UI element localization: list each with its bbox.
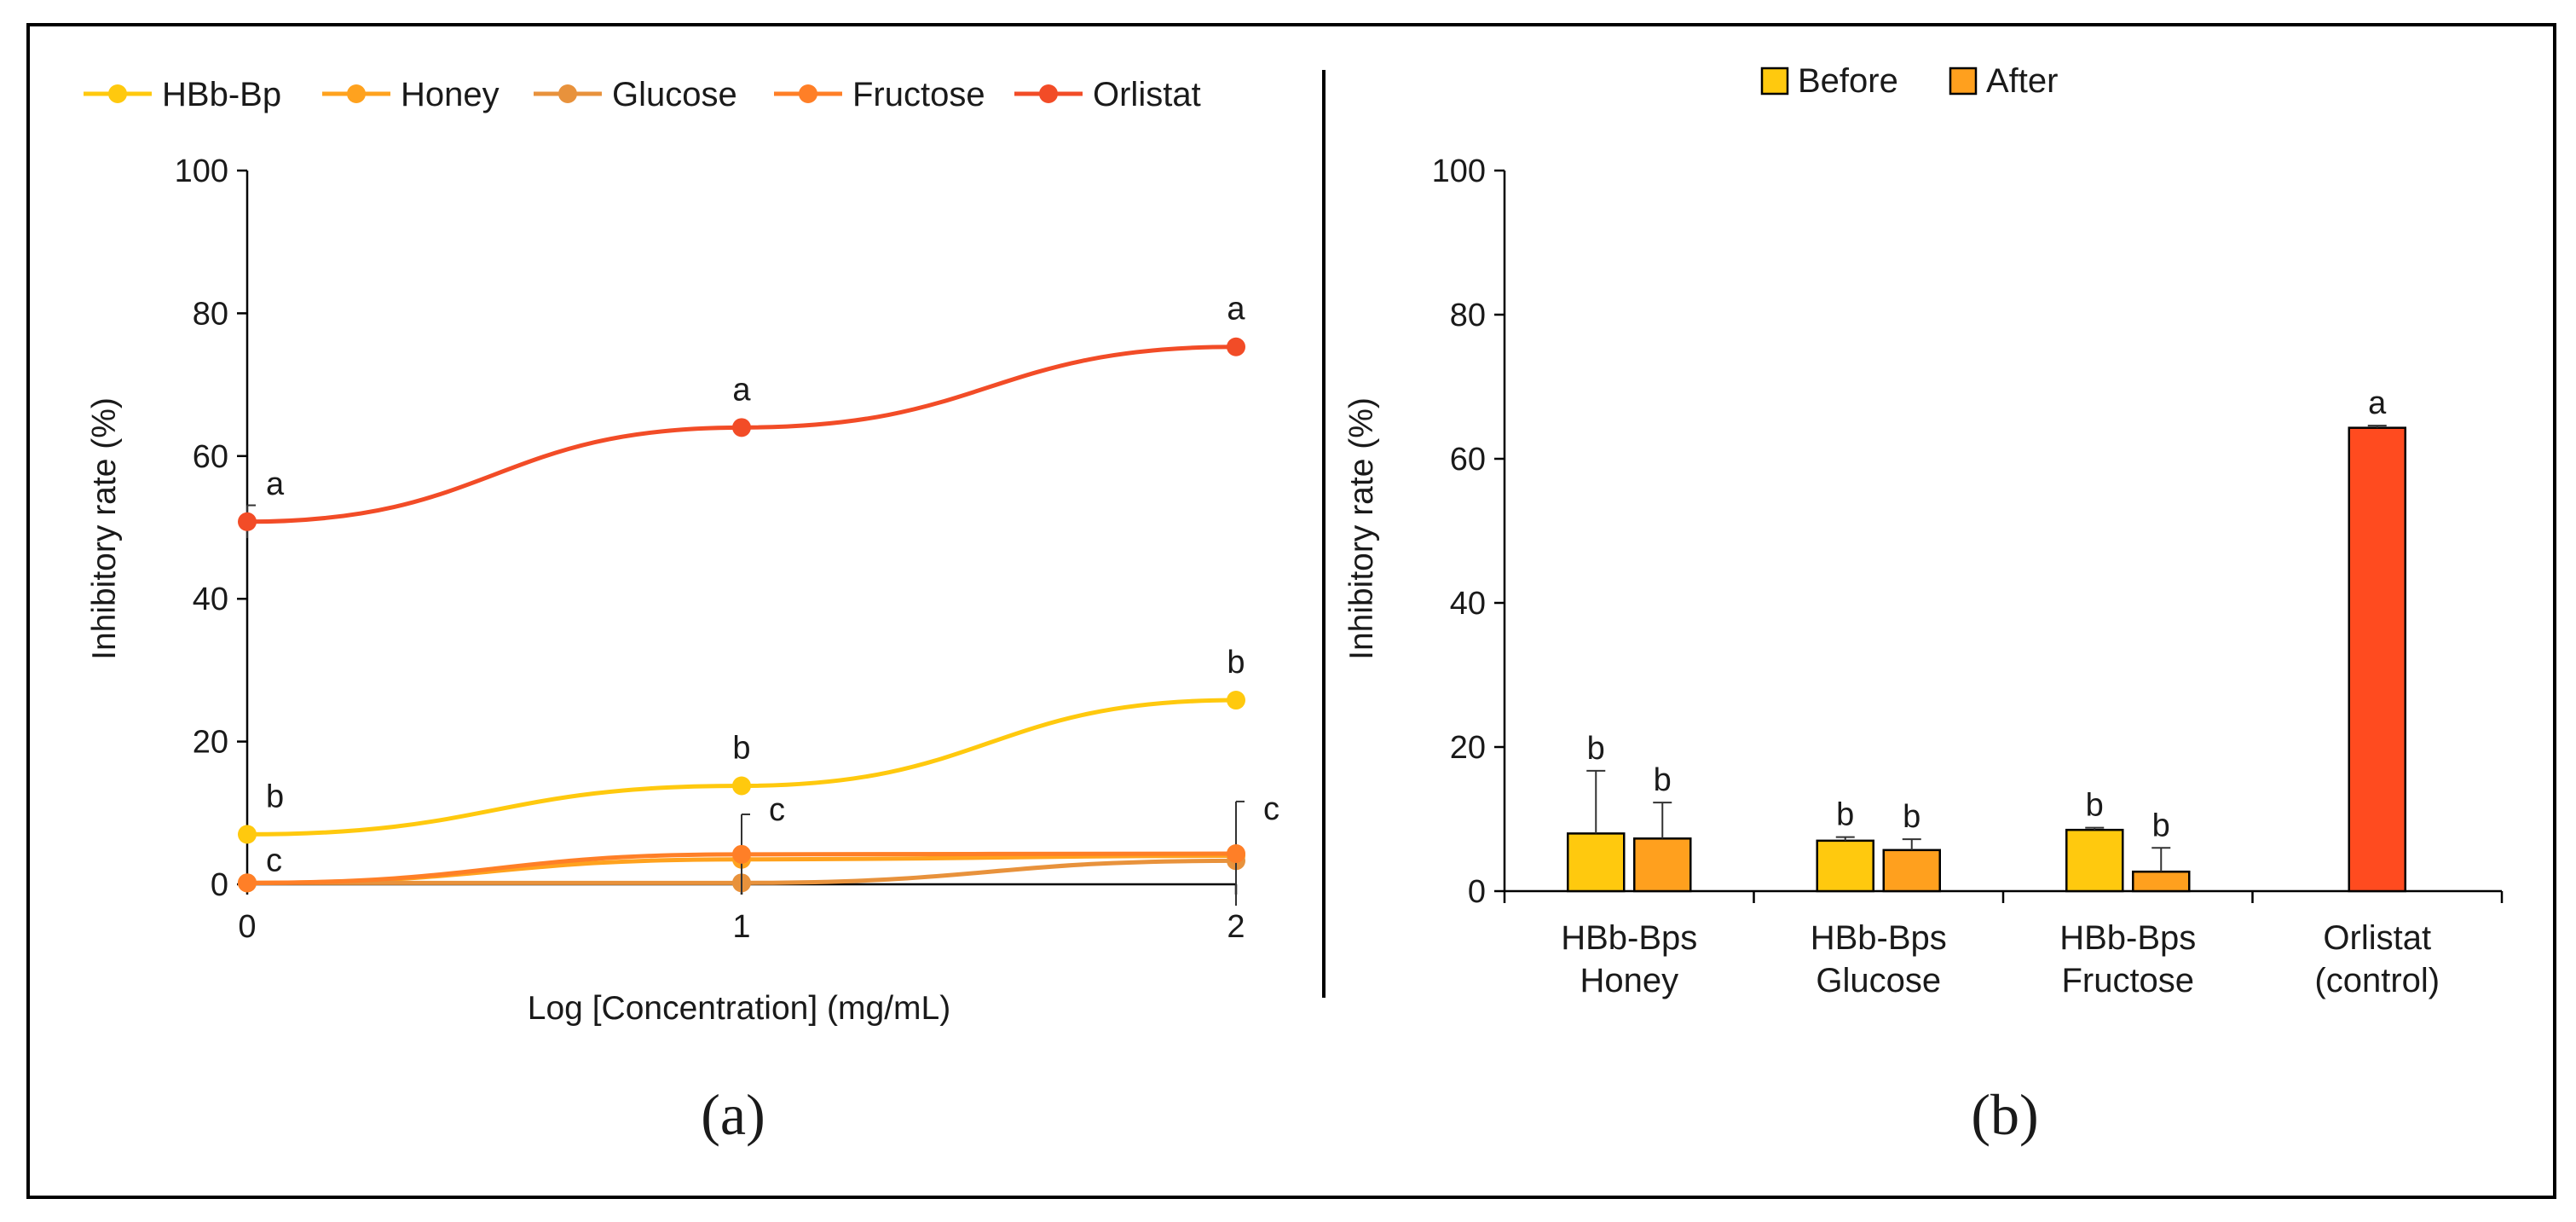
a-y-tick-label-40: 40 [193,582,228,617]
a-significance-label: c [769,792,785,828]
b-bar-group: b [1882,799,1941,893]
b-y-tick-label-40: 40 [1450,586,1486,622]
b-bar-after-0 [1633,837,1692,893]
a-point-hbb-bp [238,825,257,844]
a-significance-label: b [732,730,750,766]
b-legend-swatch [1760,67,1789,96]
a-x-tick-label-2: 2 [1227,909,1245,945]
b-significance-label: b [2086,788,2104,824]
b-legend-item-before: Before [1760,62,1898,100]
a-y-tick-label-20: 20 [193,725,228,761]
b-legend-label: Before [1798,62,1898,100]
b-bar-control-3 [2348,426,2406,893]
b-category-label-3: Orlistat (control) [2314,919,2440,999]
a-significance-label: a [1227,292,1245,327]
a-legend-marker [799,84,817,103]
b-bar-after-1 [1882,848,1941,893]
b-legend-label: After [1986,62,2058,100]
b-bar-group: b [1633,762,1692,893]
panel-a-legend: HBb-Bp Honey Glucose Fructose Orlistat [84,76,1201,113]
b-bar-group: b [2132,808,2191,893]
a-legend-item-honey: Honey [322,76,500,113]
b-significance-label: b [1903,799,1920,835]
b-y-tick-label-0: 0 [1468,874,1486,910]
a-legend-label: HBb-Bp [162,76,281,113]
panel-a-ylabel: Inhibitory rate (%) [86,397,123,660]
a-significance-label: b [266,779,284,814]
panel-b-bars: b b b b b b a [1567,385,2406,893]
a-point-fructose [1227,844,1245,864]
a-y-tick-label-0: 0 [211,867,228,903]
a-x-tick-label-1: 1 [732,909,750,945]
a-point-fructose [732,844,751,864]
a-series-fructose: c c c [238,791,1279,906]
b-significance-label: a [2368,385,2387,421]
a-legend-marker [108,84,127,103]
a-legend-label: Glucose [612,76,737,113]
a-point-hbb-bp [732,776,751,796]
b-bar-before-2 [2065,828,2124,893]
a-point-orlistat [238,512,257,531]
a-legend-item-glucose: Glucose [534,76,737,113]
b-bar-group: b [1567,731,1626,893]
b-bar-after-2 [2132,870,2191,893]
b-bar-before-1 [1816,839,1874,893]
a-significance-label: b [1227,645,1245,680]
a-significance-label: c [1263,791,1279,827]
b-bar-group: a [2348,385,2406,893]
a-legend-item-fructose: Fructose [774,76,985,113]
panel-a-label: (a) [701,1082,765,1147]
b-y-tick-label-60: 60 [1450,442,1486,478]
b-y-tick-label-100: 100 [1432,153,1486,189]
b-y-tick-label-20: 20 [1450,730,1486,766]
b-legend-swatch [1949,67,1978,96]
b-y-tick-label-80: 80 [1450,298,1486,333]
a-legend-marker [558,84,577,103]
a-legend-label: Fructose [852,76,985,113]
a-legend-label: Orlistat [1093,76,1201,113]
a-significance-label: a [266,466,285,502]
a-legend-label: Honey [401,76,500,113]
a-legend-marker [1039,84,1058,103]
panel-b-legend: Before After [1760,62,2058,100]
a-legend-marker [347,84,366,103]
a-legend-item-orlistat: Orlistat [1014,76,1201,113]
b-significance-label: b [2152,808,2170,843]
a-series-orlistat: a a a [238,292,1245,539]
b-significance-label: b [1587,731,1605,767]
b-significance-label: b [1654,762,1672,798]
b-bar-before-0 [1567,832,1626,893]
a-point-hbb-bp [1227,691,1245,710]
a-y-tick-label-100: 100 [175,153,228,189]
a-legend-item-hbb-bp: HBb-Bp [84,76,281,113]
a-x-tick-label-0: 0 [238,909,256,945]
a-significance-label: a [732,372,751,408]
panel-b-ylabel: Inhibitory rate (%) [1343,397,1380,660]
panel-a-line-chart: HBb-Bp Honey Glucose Fructose Orlistat 02040… [84,76,1279,1147]
a-point-fructose [238,873,257,893]
a-series-hbb-bp: b b b [238,645,1245,844]
a-significance-label: c [266,843,282,878]
a-y-tick-label-60: 60 [193,439,228,475]
b-bar-group: b [1816,797,1874,893]
a-point-orlistat [1227,337,1245,356]
b-significance-label: b [1836,797,1854,833]
panel-b-label: (b) [1971,1082,2038,1147]
b-category-label-2: HBb-Bps Fructose [2059,919,2196,999]
b-category-label-1: HBb-Bps Glucose [1811,919,1947,999]
figure-border [26,23,2556,1199]
panel-a-xlabel: Log [Concentration] (mg/mL) [528,990,950,1027]
b-bar-group: b [2065,788,2124,893]
b-legend-item-after: After [1949,62,2058,100]
panel-b-bar-chart: Before After 0 20 40 60 80 100 HBb-Bps Honey HBb-… [1343,62,2504,1147]
a-point-orlistat [732,418,751,437]
a-y-tick-label-80: 80 [193,296,228,332]
b-category-label-0: HBb-Bps Honey [1561,919,1697,999]
